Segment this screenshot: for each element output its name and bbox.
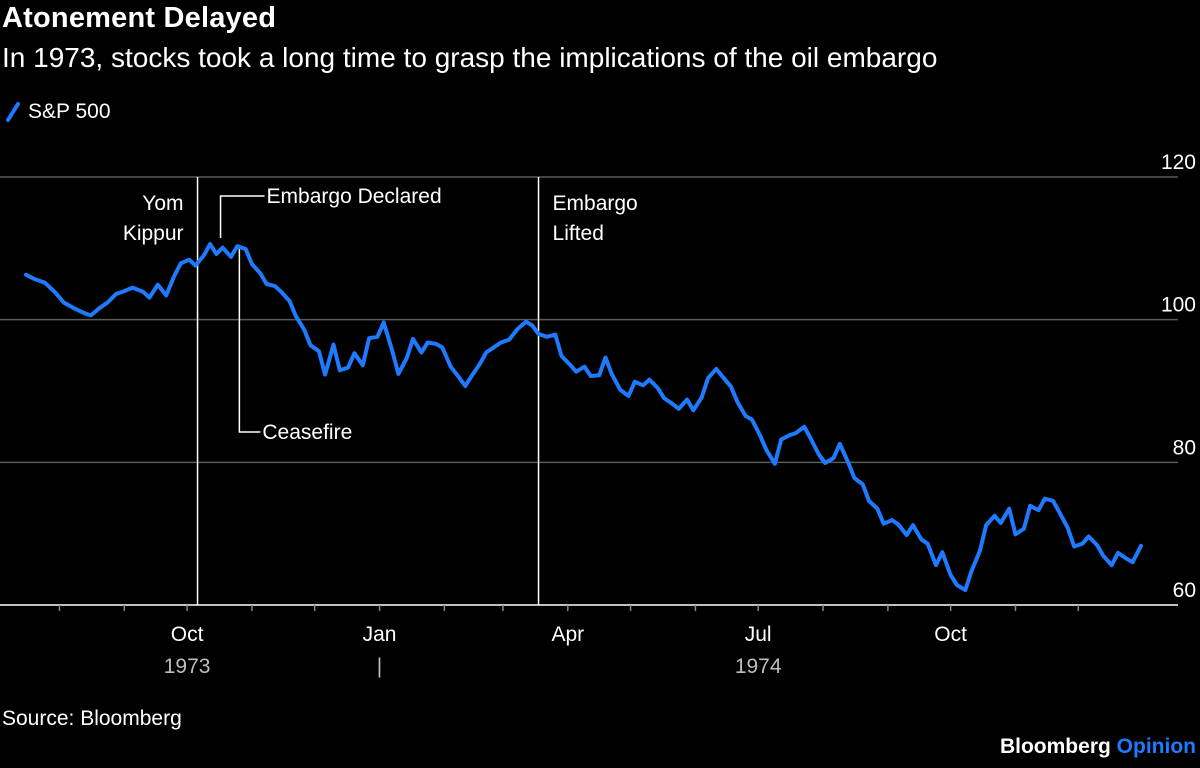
event-leader: [238, 245, 261, 433]
event-annotations: Yom Kippur Embargo Declared Ceasefire Embarg…: [123, 177, 638, 605]
brand-logo: Bloomberg Opinion: [1000, 735, 1196, 759]
series-layer: [24, 242, 1143, 592]
event-label: Yom: [142, 192, 183, 215]
x-tick-label-jul: Jul: [745, 623, 772, 646]
y-axis: 60 80 100 120: [1161, 151, 1196, 602]
x-tick-label-apr: Apr: [551, 623, 584, 646]
chart-subtitle: In 1973, stocks took a long time to gras…: [2, 42, 938, 73]
grid-layer: [0, 176, 1178, 464]
event-label: Embargo: [553, 192, 638, 215]
source-note: Source: Bloomberg: [2, 707, 182, 730]
event-leader: [219, 195, 265, 238]
x-tick-label-oct: Oct: [934, 623, 967, 646]
event-label: Kippur: [123, 222, 184, 245]
event-label: Ceasefire: [262, 421, 352, 444]
y-tick-label-100: 100: [1161, 294, 1196, 317]
brand-suffix: Opinion: [1116, 735, 1196, 758]
y-tick-label-60: 60: [1173, 579, 1196, 602]
y-tick-label-80: 80: [1173, 436, 1196, 459]
chart-title: Atonement Delayed: [2, 2, 277, 34]
x-axis: Oct Jan Apr Jul Oct 1973 | 1974: [0, 604, 1178, 678]
x-year-label: |: [377, 655, 382, 678]
x-tick-label-jan: Jan: [363, 623, 397, 646]
legend: S&P 500: [6, 100, 111, 124]
legend-label-sp500: S&P 500: [28, 100, 111, 123]
x-year-label: 1973: [164, 655, 211, 678]
event-label: Lifted: [553, 222, 604, 245]
brand-name: Bloomberg: [999, 735, 1111, 758]
series-line-sp500: [24, 242, 1143, 592]
event-label: Embargo Declared: [267, 185, 442, 208]
y-tick-label-120: 120: [1161, 151, 1196, 174]
legend-swatch-sp500: [6, 102, 20, 122]
x-tick-label-oct: Oct: [171, 623, 204, 646]
x-year-label: 1974: [735, 655, 782, 678]
